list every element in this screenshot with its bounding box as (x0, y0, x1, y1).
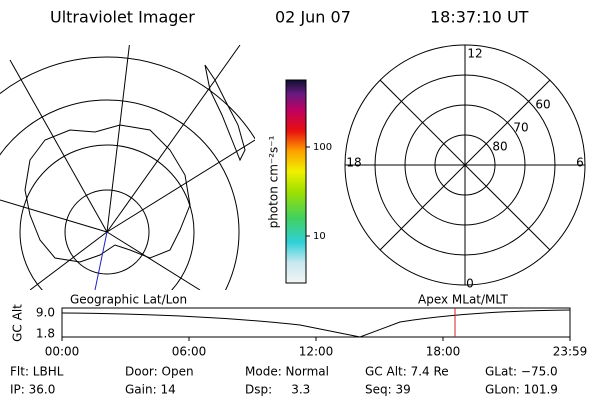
lat-label: 80 (492, 140, 507, 154)
info-field: Door: Open (125, 365, 194, 379)
time-tick-label: 06:00 (172, 345, 207, 359)
altitude-ylabel: GC Alt (11, 304, 25, 342)
colorbar-tick-label: 100 (313, 142, 332, 153)
info-field: Seq: 39 (365, 383, 411, 397)
altitude-curve (61, 309, 571, 338)
info-field: Mode: Normal (245, 365, 329, 379)
time-tick-label: 12:00 (299, 345, 334, 359)
time: 18:37:10 UT (430, 8, 529, 27)
altitude-tick-label: 1.8 (36, 327, 55, 341)
info-field: GLat: −75.0 (485, 365, 558, 379)
info-field: Dsp: 3.3 (245, 383, 310, 397)
info-field: Gain: 14 (125, 383, 176, 397)
altitude-tick-label: 9.0 (36, 306, 55, 320)
hour-label: 6 (576, 156, 584, 170)
polar-grid (344, 44, 586, 286)
time-tick-label: 18:00 (426, 345, 461, 359)
info-field: Flt: LBHL (10, 365, 64, 379)
geographic-map (0, 45, 255, 290)
lat-label: 70 (513, 121, 528, 135)
info-field: GLon: 101.9 (485, 383, 558, 397)
info-field: IP: 36.0 (10, 383, 55, 397)
lat-label: 60 (535, 98, 550, 112)
time-tick-label: 00:00 (45, 345, 80, 359)
title: Ultraviolet Imager (50, 8, 195, 27)
apex-label: Apex MLat/MLT (418, 293, 508, 307)
hour-label: 12 (467, 47, 482, 61)
hour-label: 18 (346, 156, 361, 170)
date: 02 Jun 07 (275, 8, 351, 27)
time-tick-label: 23:59 (553, 345, 588, 359)
colorbar (285, 79, 307, 284)
info-field: GC Alt: 7.4 Re (365, 365, 449, 379)
geo-label: Geographic Lat/Lon (70, 293, 187, 307)
colorbar-label: photon cm⁻²s⁻¹ (267, 135, 281, 228)
colorbar-tick-label: 10 (313, 231, 326, 242)
hour-label: 0 (466, 277, 474, 291)
